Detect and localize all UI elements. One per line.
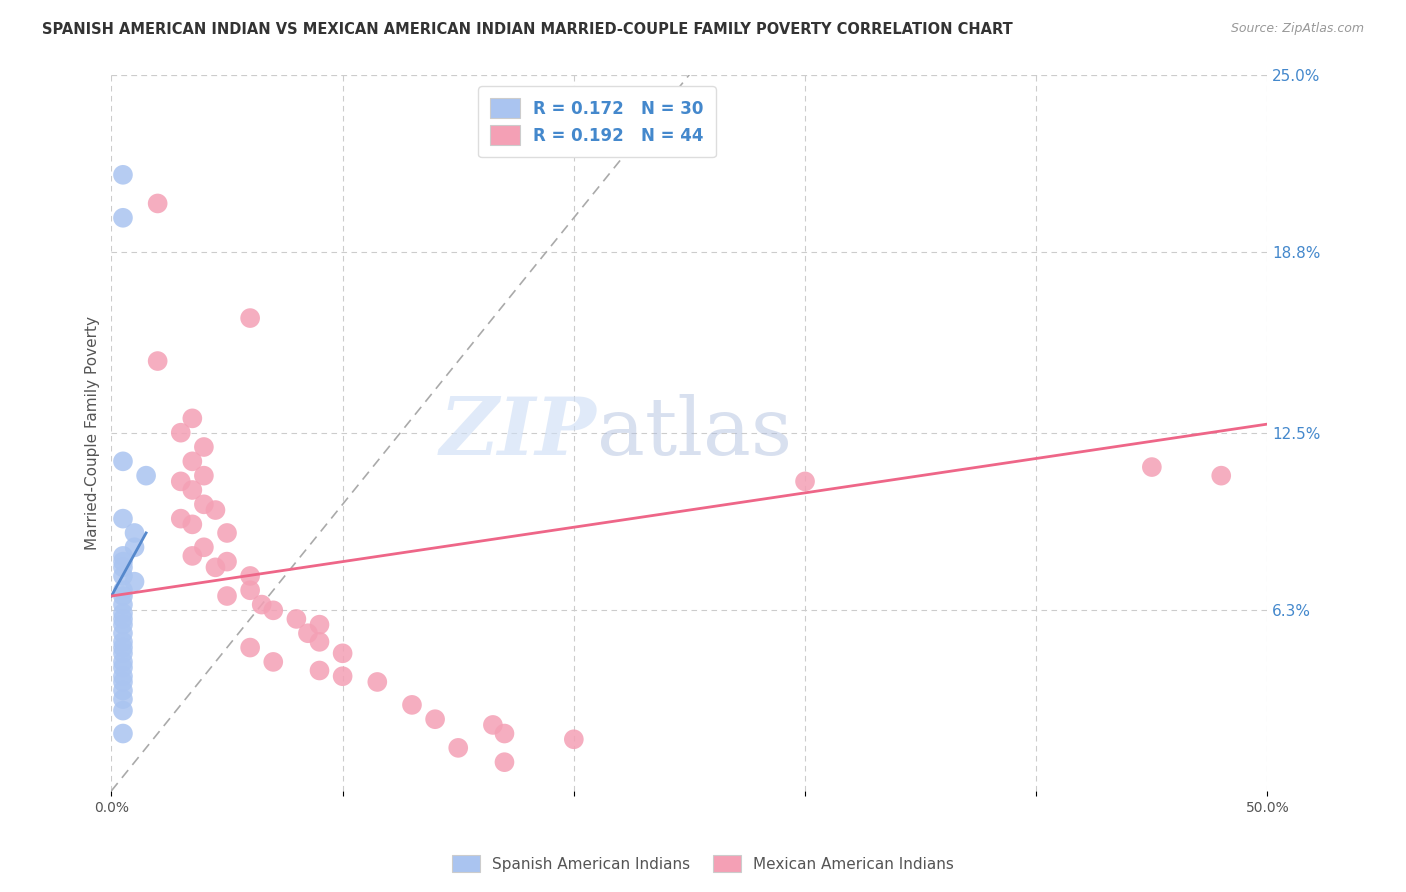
Text: Source: ZipAtlas.com: Source: ZipAtlas.com <box>1230 22 1364 36</box>
Point <box>204 560 226 574</box>
Point <box>135 468 157 483</box>
Point <box>239 569 262 583</box>
Legend: R = 0.172   N = 30, R = 0.192   N = 44: R = 0.172 N = 30, R = 0.192 N = 44 <box>478 87 716 157</box>
Point <box>482 718 505 732</box>
Point <box>124 541 146 555</box>
Text: atlas: atlas <box>598 393 792 472</box>
Point <box>181 411 204 425</box>
Point <box>111 555 134 569</box>
Point <box>111 704 134 718</box>
Point <box>146 196 169 211</box>
Legend: Spanish American Indians, Mexican American Indians: Spanish American Indians, Mexican Americ… <box>444 847 962 880</box>
Point <box>215 555 238 569</box>
Point <box>124 574 146 589</box>
Point <box>111 655 134 669</box>
Point <box>170 511 193 525</box>
Point <box>111 660 134 674</box>
Point <box>423 712 446 726</box>
Point <box>111 454 134 468</box>
Point <box>204 503 226 517</box>
Point <box>239 583 262 598</box>
Point <box>332 669 354 683</box>
Point <box>239 640 262 655</box>
Point <box>193 468 215 483</box>
Y-axis label: Married-Couple Family Poverty: Married-Couple Family Poverty <box>86 316 100 549</box>
Point <box>111 626 134 640</box>
Point <box>111 606 134 620</box>
Point <box>111 646 134 660</box>
Point <box>111 583 134 598</box>
Point <box>111 683 134 698</box>
Point <box>262 603 284 617</box>
Point <box>239 311 262 326</box>
Point <box>794 475 817 489</box>
Point <box>401 698 423 712</box>
Point <box>111 669 134 683</box>
Point <box>146 354 169 368</box>
Point <box>111 640 134 655</box>
Point <box>308 635 330 649</box>
Point <box>111 612 134 626</box>
Point <box>366 675 388 690</box>
Point <box>297 626 319 640</box>
Point <box>111 589 134 603</box>
Point <box>111 692 134 706</box>
Point <box>111 511 134 525</box>
Point <box>181 454 204 468</box>
Point <box>308 617 330 632</box>
Point <box>111 635 134 649</box>
Point <box>111 675 134 690</box>
Point <box>1140 460 1163 475</box>
Point <box>111 168 134 182</box>
Text: SPANISH AMERICAN INDIAN VS MEXICAN AMERICAN INDIAN MARRIED-COUPLE FAMILY POVERTY: SPANISH AMERICAN INDIAN VS MEXICAN AMERI… <box>42 22 1012 37</box>
Point <box>285 612 308 626</box>
Point <box>193 541 215 555</box>
Point <box>494 755 516 769</box>
Point <box>181 549 204 563</box>
Point <box>181 517 204 532</box>
Point <box>111 211 134 225</box>
Point <box>170 425 193 440</box>
Point <box>250 598 273 612</box>
Point <box>1211 468 1233 483</box>
Point <box>111 726 134 740</box>
Point <box>111 549 134 563</box>
Point <box>494 726 516 740</box>
Point <box>215 525 238 540</box>
Point <box>308 664 330 678</box>
Point <box>262 655 284 669</box>
Point <box>111 560 134 574</box>
Point <box>332 646 354 660</box>
Point <box>447 740 470 755</box>
Point <box>562 732 585 747</box>
Point <box>111 617 134 632</box>
Point <box>215 589 238 603</box>
Point <box>193 497 215 511</box>
Point <box>124 525 146 540</box>
Text: ZIP: ZIP <box>440 394 598 472</box>
Point <box>193 440 215 454</box>
Point <box>111 598 134 612</box>
Point <box>111 569 134 583</box>
Point <box>181 483 204 497</box>
Point <box>170 475 193 489</box>
